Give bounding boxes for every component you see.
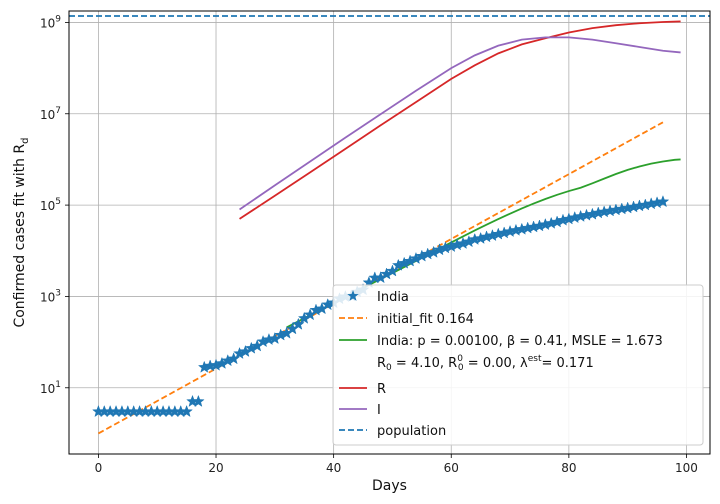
x-axis-label: Days bbox=[372, 478, 407, 494]
fit-param-r0-sub: 0 bbox=[386, 363, 392, 373]
legend-population-label: population bbox=[377, 424, 446, 439]
I-line bbox=[239, 36, 681, 211]
india-points bbox=[92, 195, 670, 418]
plot-area bbox=[69, 15, 710, 435]
y-tick-label: 101 bbox=[40, 380, 61, 396]
x-tick-label: 40 bbox=[326, 461, 341, 475]
legend-india-marker bbox=[347, 290, 359, 301]
legend-R-label: R bbox=[377, 382, 386, 397]
fit-param-r00-sub: 0 bbox=[458, 363, 464, 373]
fit-param-r0: R bbox=[377, 356, 386, 371]
axes-frame bbox=[68, 10, 711, 455]
legend-fit-params-label: R0 = 4.10, R0 0 = 0.00, λest= 0.171 bbox=[377, 354, 594, 373]
y-tick-base: 10 bbox=[40, 199, 55, 213]
x-tick-label: 100 bbox=[675, 461, 698, 475]
x-tick-label: 60 bbox=[444, 461, 459, 475]
y-tick-exponent: 1 bbox=[55, 380, 61, 390]
y-tick-label: 107 bbox=[40, 106, 61, 122]
y-tick-base: 10 bbox=[40, 382, 55, 396]
y-tick-label: 109 bbox=[40, 14, 61, 30]
india-point bbox=[291, 317, 305, 330]
india-point bbox=[656, 195, 670, 208]
legend: India initial_fit 0.164 India: p = 0.00100… bbox=[332, 284, 704, 446]
india-point bbox=[180, 404, 194, 418]
fit-param-r00-sup: 0 bbox=[457, 354, 463, 364]
india-point bbox=[191, 394, 205, 407]
y-axis-label: Confirmed cases fit with Rd bbox=[12, 137, 31, 327]
legend-fit-label: India: p = 0.00100, β = 0.41, MSLE = 1.6… bbox=[377, 334, 663, 349]
x-tick-label: 80 bbox=[561, 461, 576, 475]
y-tick-label: 103 bbox=[40, 288, 61, 304]
y-tick-label: 105 bbox=[40, 197, 61, 213]
y-tick-base: 10 bbox=[40, 16, 55, 30]
y-axis-label-sub: d bbox=[20, 137, 31, 143]
fit-param-lambda: = 0.00, λ bbox=[464, 356, 528, 371]
fit-param-lambda-value: = 0.171 bbox=[541, 356, 593, 371]
y-tick-exponent: 7 bbox=[55, 106, 61, 116]
legend-india-label: India bbox=[377, 290, 409, 305]
y-tick-exponent: 9 bbox=[55, 14, 61, 24]
y-tick-base: 10 bbox=[40, 290, 55, 304]
fit-param-r00: = 4.10, R bbox=[392, 356, 457, 371]
y-tick-exponent: 5 bbox=[55, 197, 61, 207]
grid bbox=[69, 11, 710, 454]
fit-param-lambda-sup: est bbox=[528, 354, 542, 364]
legend-box bbox=[332, 284, 704, 446]
R-line bbox=[239, 20, 681, 220]
series-layer bbox=[69, 15, 710, 435]
legend-I-label: I bbox=[377, 403, 381, 418]
y-tick-base: 10 bbox=[40, 108, 55, 122]
legend-initial-fit-label: initial_fit 0.164 bbox=[377, 312, 474, 327]
y-tick-exponent: 3 bbox=[55, 288, 61, 298]
x-tick-label: 20 bbox=[208, 461, 223, 475]
x-tick-label: 0 bbox=[95, 461, 103, 475]
y-axis-label-main: Confirmed cases fit with R bbox=[12, 144, 28, 328]
